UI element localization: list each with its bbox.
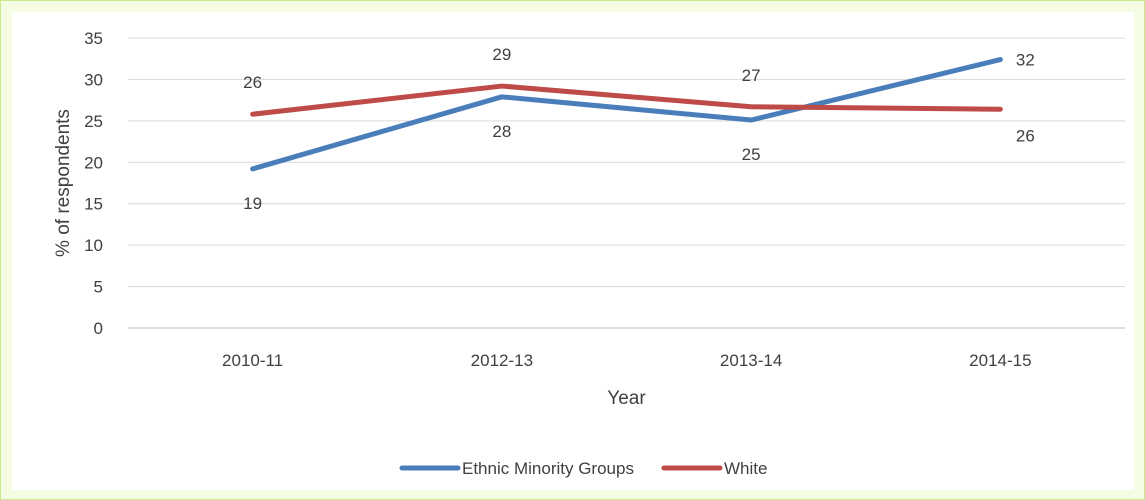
data-label: 28 [492, 122, 511, 141]
series-lines [250, 57, 1003, 172]
data-label: 26 [1016, 126, 1035, 145]
y-tick-label: 0 [94, 319, 103, 338]
data-label: 32 [1016, 51, 1035, 70]
legend-label: White [724, 459, 767, 478]
series-line-0 [250, 57, 1003, 172]
legend: Ethnic Minority Groups White [399, 459, 767, 478]
y-tick-label: 30 [84, 70, 103, 89]
data-label: 25 [742, 145, 761, 164]
x-tick-label: 2013-14 [720, 351, 782, 370]
legend-label: Ethnic Minority Groups [462, 459, 634, 478]
x-tick-label: 2010-11 [222, 351, 283, 370]
x-tick-label: 2014-15 [969, 351, 1031, 370]
x-axis-title: Year [607, 388, 646, 409]
y-tick-label: 20 [84, 153, 103, 172]
y-tick-label: 25 [84, 112, 103, 131]
data-label: 26 [243, 73, 262, 92]
y-tick-label: 15 [84, 195, 103, 214]
y-tick-label: 10 [84, 236, 103, 255]
series-line-1 [250, 83, 1003, 117]
axes: Year % of respondents 0 5 10 15 20 25 30 35 2010… [53, 29, 1032, 409]
data-label: 19 [243, 194, 262, 213]
data-label: 27 [742, 66, 761, 85]
gridlines [128, 37, 1125, 329]
x-tick-label: 2012-13 [471, 351, 533, 370]
data-label: 29 [492, 45, 511, 64]
y-tick-label: 35 [84, 29, 103, 48]
data-labels: 19 28 25 32 26 29 27 26 [243, 45, 1035, 213]
y-tick-label: 5 [94, 278, 103, 297]
y-axis-title: % of respondents [53, 109, 74, 257]
